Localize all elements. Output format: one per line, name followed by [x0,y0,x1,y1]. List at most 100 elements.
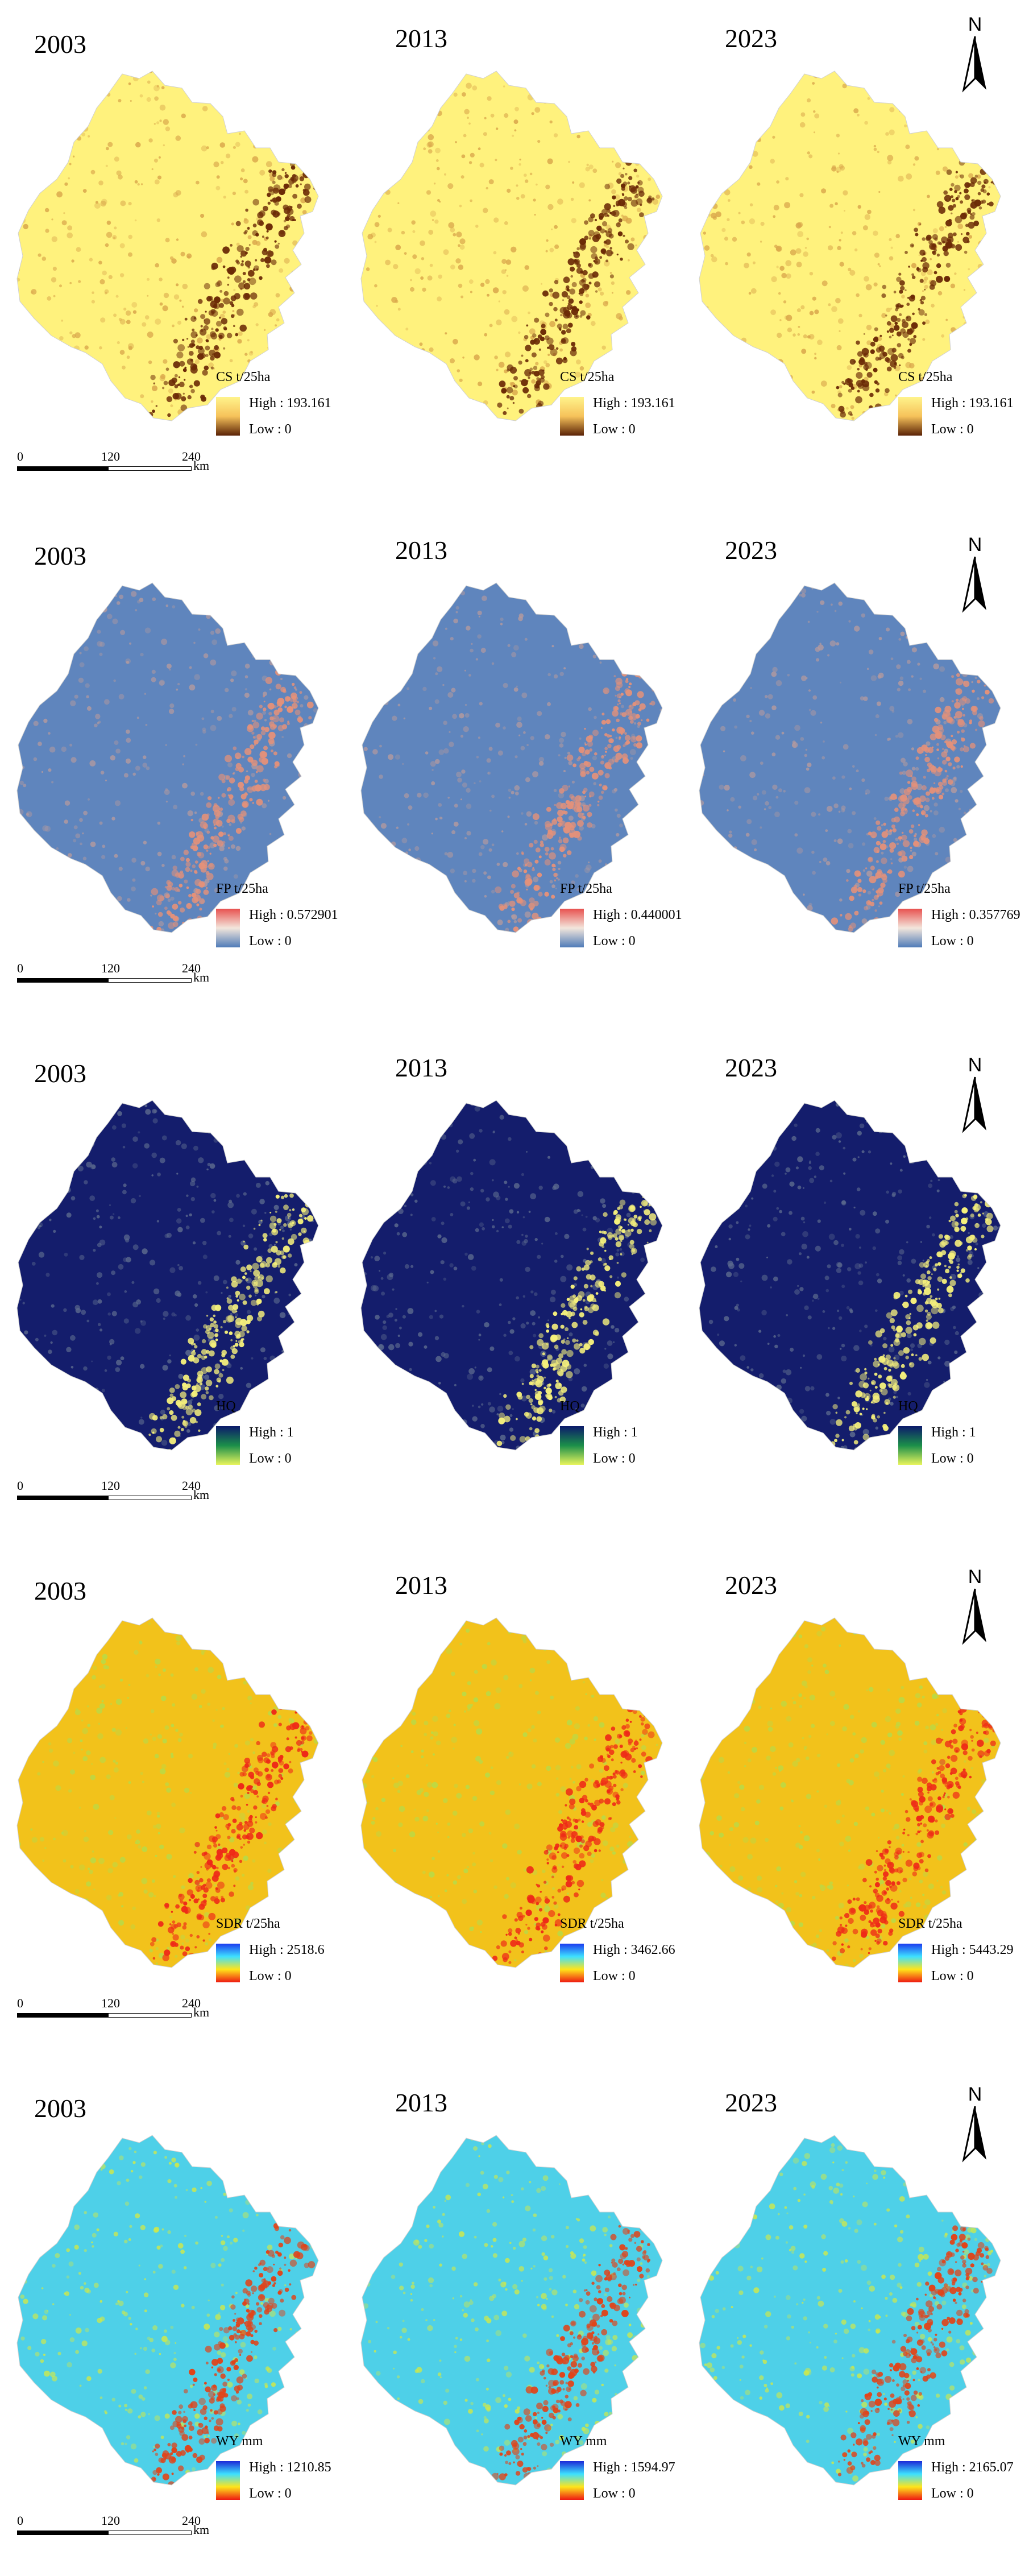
legend-color-ramp [560,2461,584,2500]
province-map [355,2127,674,2494]
scale-unit: km [193,2005,209,2020]
legend-title: HQ [898,1399,918,1414]
scale-segment-light [108,2531,192,2535]
scale-tick-label: 0 [17,2513,23,2528]
panel-year: 2003 [34,1061,86,1087]
panel-year: 2003 [34,2095,86,2122]
panel-year: 2003 [34,31,86,57]
north-arrow-icon: N [958,532,992,617]
scale-segment-light [108,1496,192,1500]
scale-tick-label: 120 [101,2513,120,2528]
legend-high-value: High : 0.357769 [931,908,1020,923]
north-arrow-icon: N [958,11,992,97]
legend-high-value: High : 0.572901 [249,908,338,923]
panel-year: 2003 [34,543,86,569]
scale-tick-label: 120 [101,1478,120,1493]
legend-high-value: High : 2165.07 [931,2460,1014,2475]
province-map [355,1092,674,1459]
legend-high-value: High : 1210.85 [249,2460,331,2475]
map-row: 2003 SDR t/25ha High : 2518.6 Low : 0 2013 SD… [0,1547,1029,2059]
legend-title: SDR t/25ha [216,1916,280,1932]
legend-low-value: Low : 0 [249,422,292,437]
panel-year: 2013 [395,537,447,564]
legend-low-value: Low : 0 [249,1969,292,1984]
panel-year: 2003 [34,1578,86,1604]
legend-color-ramp [560,909,584,947]
province-map [11,1092,330,1459]
province-map [11,2127,330,2494]
panel-year: 2023 [725,2090,777,2116]
legend-high-value: High : 2518.6 [249,1943,325,1958]
scale-tick-label: 120 [101,1996,120,2011]
legend-high-value: High : 193.161 [931,396,1014,411]
scale-unit: km [193,970,209,985]
scale-segment-light [108,2013,192,2018]
scale-unit: km [193,2523,209,2537]
province-map [694,2127,1012,2494]
legend-color-ramp [898,2461,922,2500]
legend-low-value: Low : 0 [593,1969,636,1984]
legend-title: HQ [560,1399,580,1414]
scale-segment-dark [17,2013,108,2018]
province-map [355,63,674,429]
legend-low-value: Low : 0 [931,1451,974,1467]
panel-year: 2023 [725,1055,777,1081]
province-map [355,574,674,941]
province-map [694,63,1012,429]
legend-color-ramp [560,1944,584,1982]
legend-title: FP t/25ha [898,881,951,897]
legend-title: SDR t/25ha [560,1916,624,1932]
panel-year: 2013 [395,26,447,52]
north-label: N [968,1054,982,1076]
north-label: N [968,1566,982,1588]
legend-low-value: Low : 0 [249,934,292,949]
legend-title: FP t/25ha [560,881,612,897]
legend-color-ramp [898,1426,922,1465]
legend-color-ramp [216,1944,240,1982]
legend-low-value: Low : 0 [249,2486,292,2502]
legend-color-ramp [216,397,240,436]
legend-high-value: High : 5443.29 [931,1943,1014,1958]
legend-high-value: High : 1 [593,1425,638,1440]
scale-segment-dark [17,2531,108,2535]
legend-high-value: High : 193.161 [593,396,675,411]
legend-low-value: Low : 0 [931,934,974,949]
panel-year: 2013 [395,1572,447,1598]
scale-tick-label: 120 [101,449,120,464]
north-arrow-icon: N [958,2081,992,2167]
legend-color-ramp [560,1426,584,1465]
province-map [11,63,330,429]
scale-segment-dark [17,1496,108,1500]
scale-segment-dark [17,466,108,471]
province-map [694,574,1012,941]
province-map [355,1609,674,1976]
legend-high-value: High : 0.440001 [593,908,682,923]
legend-low-value: Low : 0 [931,1969,974,1984]
legend-low-value: Low : 0 [593,934,636,949]
legend-title: HQ [216,1399,236,1414]
province-map [694,1609,1012,1976]
legend-title: FP t/25ha [216,881,268,897]
scale-unit: km [193,1488,209,1502]
legend-low-value: Low : 0 [593,2486,636,2502]
legend-title: SDR t/25ha [898,1916,962,1932]
panel-year: 2023 [725,1572,777,1598]
legend-color-ramp [560,397,584,436]
province-map [11,1609,330,1976]
scale-tick-label: 0 [17,961,23,976]
legend-low-value: Low : 0 [593,422,636,437]
legend-title: WY mm [898,2434,945,2449]
legend-color-ramp [898,1944,922,1982]
legend-low-value: Low : 0 [249,1451,292,1467]
north-arrow-icon: N [958,1052,992,1137]
scale-tick-label: 0 [17,449,23,464]
scale-tick-label: 0 [17,1478,23,1493]
legend-low-value: Low : 0 [931,2486,974,2502]
north-label: N [968,2084,982,2105]
legend-title: CS t/25ha [898,370,952,385]
